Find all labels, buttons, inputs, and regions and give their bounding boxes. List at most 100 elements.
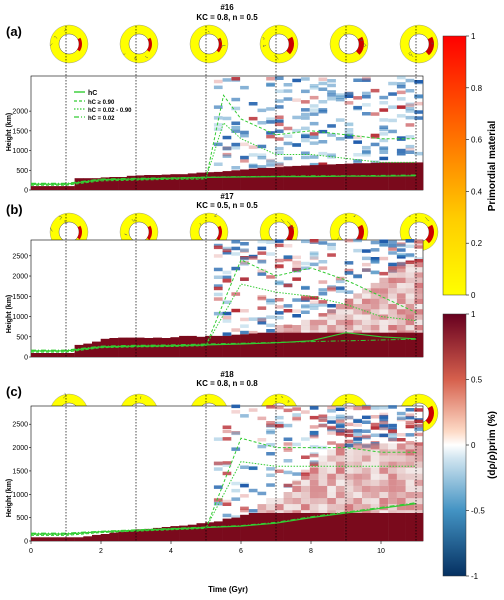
anomaly-cell: [266, 452, 275, 456]
anomaly-cell: [309, 255, 319, 260]
pile-bar: [179, 174, 189, 190]
plume-cell: [388, 267, 397, 273]
pile-bar: [213, 521, 223, 541]
y-axis-label: Height (km): [6, 113, 13, 152]
core-disk: [198, 221, 220, 243]
anomaly-cell: [274, 258, 284, 263]
anomaly-cell: [248, 116, 258, 121]
anomaly-cell: [248, 488, 258, 493]
plume-cell: [379, 473, 389, 480]
anomaly-cell: [283, 83, 293, 87]
anomaly-cell: [414, 419, 423, 424]
anomaly-cell: [396, 261, 406, 266]
anomaly-cell: [222, 246, 232, 251]
anomaly-cell: [266, 163, 275, 167]
plume-cell: [379, 319, 389, 326]
panel-run-title: #17: [220, 192, 234, 201]
plume-cell: [414, 455, 423, 462]
anomaly-cell: [309, 108, 319, 112]
y-tick-label: 2000: [12, 274, 28, 281]
plume-cell: [362, 504, 371, 511]
pile-wedge: [77, 37, 83, 52]
anomaly-cell: [266, 483, 275, 487]
plume-cell: [353, 461, 362, 468]
anomaly-cell: [388, 262, 397, 267]
plume-cell: [370, 325, 380, 331]
anomaly-cell: [274, 161, 284, 166]
plume-cell: [353, 498, 362, 505]
anomaly-cell: [379, 138, 389, 143]
anomaly-cell: [362, 145, 371, 150]
anomaly-cell: [309, 95, 319, 100]
anomaly-cell: [274, 105, 284, 109]
plume-cell: [318, 485, 328, 492]
anomaly-cell: [231, 246, 241, 251]
plume-cell: [414, 461, 423, 468]
plume-cell: [405, 504, 415, 511]
plume-cell: [414, 277, 423, 283]
anomaly-cell: [283, 446, 293, 450]
plume-cell: [370, 449, 380, 456]
plume-cell: [370, 492, 380, 499]
plume-cell: [309, 467, 319, 474]
anomaly-cell: [240, 494, 249, 498]
pile-bar: [266, 513, 276, 541]
anomaly-cell: [362, 153, 371, 157]
plume-cell: [335, 325, 345, 331]
pile-bar: [370, 332, 380, 357]
plume-cell: [414, 492, 423, 499]
anomaly-cell: [213, 275, 223, 279]
anomaly-cell: [283, 134, 293, 138]
anomaly-cell: [301, 133, 310, 138]
pile-bar: [257, 167, 267, 190]
plume-cell: [396, 288, 406, 294]
anomaly-cell: [266, 134, 275, 139]
anomaly-cell: [240, 242, 249, 246]
plume-cell: [353, 319, 362, 326]
anomaly-cell: [274, 264, 284, 269]
anomaly-cell: [283, 448, 293, 452]
pile-bar: [222, 335, 232, 357]
pile-bar: [257, 513, 267, 541]
anomaly-cell: [414, 425, 423, 429]
plume-cell: [405, 479, 415, 486]
plume-cell: [396, 504, 406, 511]
pile-bar: [31, 186, 40, 190]
anomaly-cell: [213, 116, 223, 120]
anomaly-cell: [405, 413, 415, 417]
pile-bar: [65, 537, 75, 541]
anomaly-cell: [231, 266, 241, 271]
anomaly-cell: [240, 262, 249, 266]
anomaly-cell: [370, 406, 380, 410]
series-line-3: [31, 338, 417, 351]
anomaly-cell: [309, 434, 319, 439]
pile-bar: [135, 529, 145, 541]
anomaly-cell: [274, 298, 284, 302]
pile-bar: [153, 527, 162, 541]
plume-cell: [362, 473, 371, 480]
plume-cell: [379, 492, 389, 499]
pile-wedge: [286, 36, 294, 55]
anomaly-cell: [283, 408, 293, 413]
y-tick-label: 2000: [12, 109, 28, 116]
plume-cell: [396, 293, 406, 299]
pile-bar: [414, 162, 424, 190]
plume-cell: [396, 473, 406, 480]
series-line-2: [31, 122, 416, 185]
anomaly-cell: [379, 132, 389, 136]
heatmap-plot: [30, 395, 424, 542]
plume-cell: [414, 309, 423, 315]
anomaly-cell: [301, 455, 310, 459]
plume-cell: [301, 479, 310, 486]
anomaly-cell: [388, 438, 397, 442]
anomaly-cell: [240, 130, 249, 135]
pile-bar: [274, 332, 284, 357]
anomaly-cell: [274, 415, 284, 420]
plume-cell: [405, 304, 415, 310]
plume-cell: [335, 449, 345, 456]
anomaly-cell: [396, 75, 406, 80]
anomaly-cell: [266, 323, 275, 328]
plume-cell: [257, 504, 267, 511]
anomaly-cell: [231, 252, 241, 256]
panel-letter: (b): [6, 202, 23, 217]
